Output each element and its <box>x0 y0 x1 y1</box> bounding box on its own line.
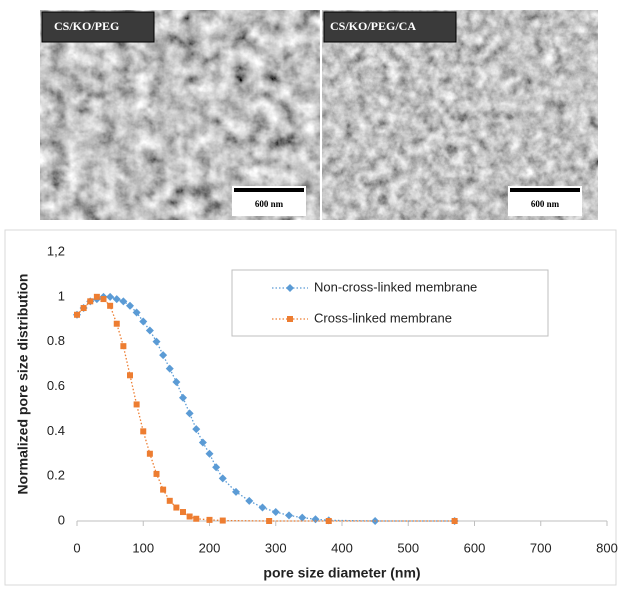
point <box>101 296 107 302</box>
point <box>87 298 93 304</box>
point <box>120 343 126 349</box>
point <box>81 305 87 311</box>
y-tick-label: 0.4 <box>47 423 65 438</box>
y-tick-label: 1,2 <box>47 243 65 258</box>
x-tick-label: 300 <box>265 540 287 555</box>
y-axis-title: Normalized pore size distribution <box>15 274 31 495</box>
x-axis-title: pore size diameter (nm) <box>263 565 420 581</box>
point <box>74 312 80 318</box>
scale-bar-label: 600 nm <box>255 199 284 209</box>
point <box>114 321 120 327</box>
point <box>452 518 458 524</box>
y-tick-label: 0.2 <box>47 468 65 483</box>
point <box>134 401 140 407</box>
x-tick-label: 400 <box>331 540 353 555</box>
x-tick-label: 800 <box>596 540 618 555</box>
y-tick-label: 0.8 <box>47 333 65 348</box>
x-tick-label: 700 <box>530 540 552 555</box>
point <box>107 303 113 309</box>
point <box>326 518 332 524</box>
image-label: CS/KO/PEG <box>54 19 119 33</box>
point <box>207 517 213 523</box>
point <box>140 428 146 434</box>
y-tick-label: 0 <box>58 512 65 527</box>
x-tick-label: 0 <box>73 540 80 555</box>
point <box>167 498 173 504</box>
point <box>187 514 193 520</box>
legend-label: Non-cross-linked membrane <box>314 279 477 294</box>
figure: CS/KO/PEG CS/KO/PEG/CA 600 nm 600 nm Nor… <box>0 0 621 588</box>
x-tick-label: 100 <box>132 540 154 555</box>
point <box>94 294 100 300</box>
point <box>220 518 226 524</box>
point <box>154 471 160 477</box>
legend-marker <box>287 316 293 322</box>
point <box>193 516 199 522</box>
x-tick-label: 500 <box>397 540 419 555</box>
x-tick-label: 200 <box>199 540 221 555</box>
point <box>266 518 272 524</box>
scale-bar-label: 600 nm <box>531 199 560 209</box>
scale-bar <box>510 188 580 192</box>
image-label: CS/KO/PEG/CA <box>330 19 416 33</box>
scale-bar <box>234 188 304 192</box>
point <box>160 487 166 493</box>
point <box>127 372 133 378</box>
legend-label: Cross-linked membrane <box>314 310 452 325</box>
point <box>180 509 186 515</box>
y-tick-label: 0.6 <box>47 378 65 393</box>
point <box>147 451 153 457</box>
point <box>173 505 179 511</box>
x-tick-label: 600 <box>464 540 486 555</box>
y-tick-label: 1 <box>58 288 65 303</box>
